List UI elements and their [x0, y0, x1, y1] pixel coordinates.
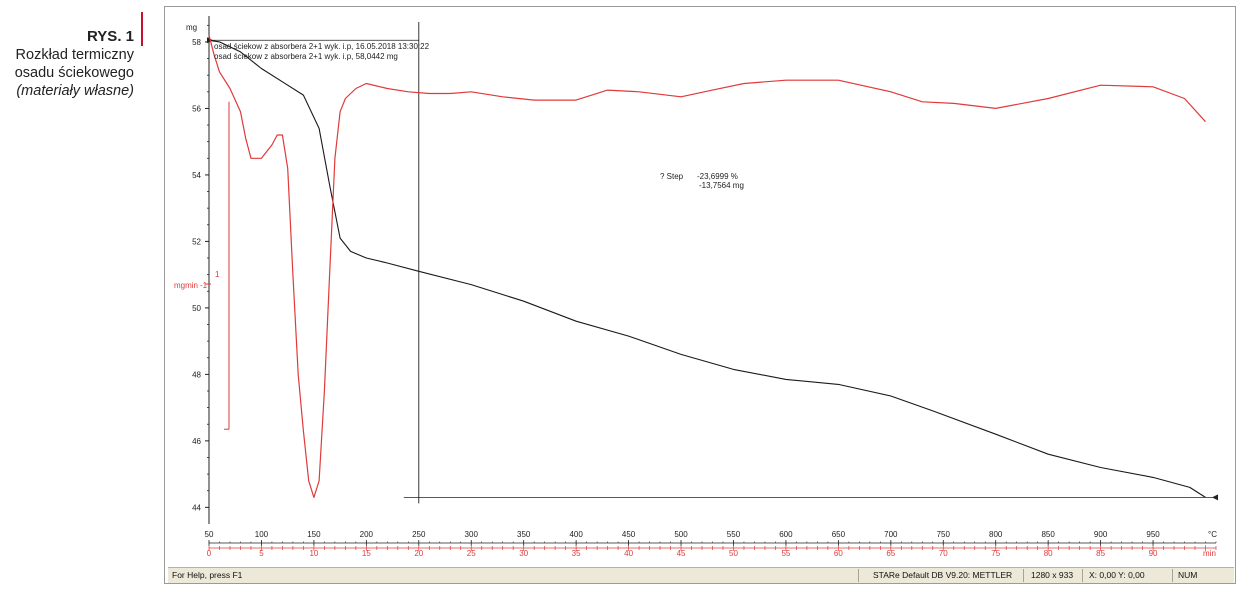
y-tick-label: 46	[192, 437, 201, 446]
legend-line-2: osad ściekow z absorbera 2+1 wyk. i.p, 5…	[214, 52, 398, 61]
y-tick-label: 50	[192, 304, 201, 313]
x2-tick-label: 5	[259, 549, 264, 558]
x-tick-label: 750	[937, 530, 951, 539]
x-tick-label: 350	[517, 530, 531, 539]
x2-tick-label: 65	[886, 549, 895, 558]
x-tick-label: 700	[884, 530, 898, 539]
x-tick-label: 500	[674, 530, 688, 539]
y-tick-label: 44	[192, 503, 201, 512]
y-tick-label: 54	[192, 171, 201, 180]
x2-tick-label: 15	[362, 549, 371, 558]
x-tick-label: 200	[360, 530, 374, 539]
x2-tick-label: 40	[624, 549, 633, 558]
figure-label: RYS. 1	[87, 28, 134, 45]
x2-tick-label: 55	[781, 549, 790, 558]
status-num-lock: NUM	[1178, 570, 1198, 580]
y2-axis-label-base: mgmin	[174, 281, 198, 290]
x-tick-label: 300	[465, 530, 479, 539]
step-end-marker	[1212, 494, 1218, 501]
status-bar: For Help, press F1 STARe Default DB V9.2…	[168, 567, 1234, 583]
x-tick-label: 450	[622, 530, 636, 539]
x2-tick-label: 0	[207, 549, 212, 558]
figure-source: (materiały własne)	[16, 83, 134, 99]
x-tick-label: 250	[412, 530, 426, 539]
x2-tick-label: 60	[834, 549, 843, 558]
step-label: ? Step	[660, 172, 684, 181]
x2-tick-label: 25	[467, 549, 476, 558]
y-tick-label: 48	[192, 370, 201, 379]
y-tick-label: 56	[192, 104, 201, 113]
x2-tick-label: 85	[1096, 549, 1105, 558]
tga-plot-window	[164, 6, 1236, 584]
figure-caption: RYS. 1 Rozkład termiczny osadu ściekoweg…	[15, 28, 134, 100]
step-percent: -23,6999 %	[697, 172, 738, 181]
x2-tick-label: 90	[1149, 549, 1158, 558]
x-tick-label: 800	[989, 530, 1003, 539]
x-tick-label: 950	[1146, 530, 1160, 539]
x-unit-label: °C	[1208, 530, 1217, 539]
x-tick-label: 650	[832, 530, 846, 539]
y-tick-label: 52	[192, 237, 201, 246]
status-database: STARe Default DB V9.20: METTLER	[873, 570, 1013, 580]
x2-tick-label: 70	[939, 549, 948, 558]
x2-tick-label: 35	[572, 549, 581, 558]
legend-line-1: osad ściekow z absorbera 2+1 wyk. i.p, 1…	[214, 42, 430, 51]
x-tick-label: 850	[1041, 530, 1055, 539]
status-coordinates: X: 0,00 Y: 0,00	[1089, 570, 1145, 580]
x2-tick-label: 20	[414, 549, 423, 558]
y2-axis-label-top: 1	[215, 270, 220, 279]
x-tick-label: 550	[727, 530, 741, 539]
x2-tick-label: 45	[677, 549, 686, 558]
tga-curve[interactable]	[208, 39, 1206, 498]
y2-axis-label-exponent: -1	[200, 281, 208, 290]
x2-tick-label: 10	[309, 549, 318, 558]
x-tick-label: 400	[569, 530, 583, 539]
x-tick-label: 600	[779, 530, 793, 539]
step-mass: -13,7564 mg	[699, 181, 744, 190]
caption-accent-bar	[141, 12, 143, 46]
x-tick-label: 100	[255, 530, 269, 539]
y-tick-label: 58	[192, 38, 201, 47]
status-help-text: For Help, press F1	[172, 570, 243, 580]
y-unit-label: mg	[186, 23, 197, 32]
figure-caption-line1: Rozkład termiczny	[15, 47, 134, 63]
figure-caption-line2: osadu ściekowego	[14, 65, 134, 81]
status-separator	[1023, 569, 1024, 582]
status-separator	[1172, 569, 1173, 582]
x2-tick-label: 80	[1044, 549, 1053, 558]
status-separator	[1082, 569, 1083, 582]
x-tick-label: 150	[307, 530, 321, 539]
status-resolution: 1280 x 933	[1031, 570, 1074, 580]
dtg-curve[interactable]	[208, 35, 1206, 498]
x2-tick-label: 50	[729, 549, 738, 558]
x2-tick-label: 75	[991, 549, 1000, 558]
x2-tick-label: 30	[519, 549, 528, 558]
x-tick-label: 50	[205, 530, 214, 539]
y2-axis-label: mgmin -1	[174, 281, 208, 290]
x2-unit-label: min	[1203, 549, 1216, 558]
status-separator	[858, 569, 859, 582]
x-tick-label: 900	[1094, 530, 1108, 539]
